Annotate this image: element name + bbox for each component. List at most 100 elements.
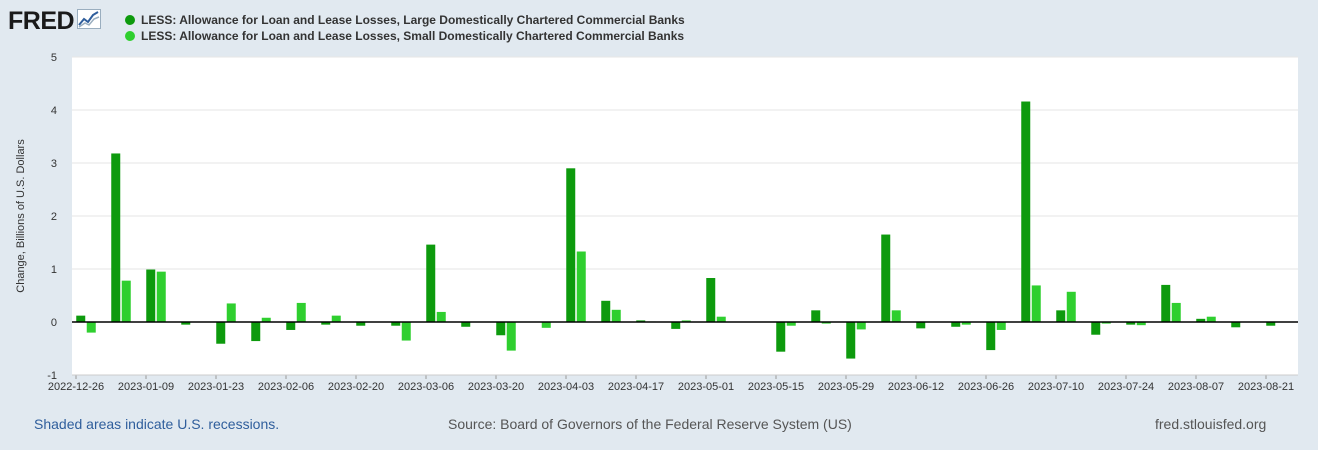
bar-series-1 bbox=[111, 153, 121, 322]
y-tick-label: 1 bbox=[51, 264, 57, 276]
bar-series-2 bbox=[1031, 285, 1041, 322]
bar-series-1 bbox=[1126, 322, 1136, 325]
bar-series-2 bbox=[121, 280, 131, 322]
chart-header: FRED LESS: Allowance for Loan and Lease … bbox=[0, 0, 1318, 50]
bar-series-2 bbox=[1136, 322, 1146, 326]
x-tick-label: 2022-12-26 bbox=[48, 381, 104, 393]
bar-series-2 bbox=[821, 322, 831, 324]
bar-chart: -1 0 1 2 3 4 5 Change, Billions of U.S. Dollars… bbox=[15, 52, 1298, 393]
x-tick-label: 2023-08-21 bbox=[1238, 381, 1294, 393]
x-tick-label: 2023-03-20 bbox=[468, 381, 524, 393]
bar-series-1 bbox=[496, 322, 506, 336]
bar-series-2 bbox=[506, 322, 516, 351]
x-tick-label: 2023-04-17 bbox=[608, 381, 664, 393]
bar-series-2 bbox=[856, 322, 866, 330]
x-tick-label: 2023-07-10 bbox=[1028, 381, 1084, 393]
legend-label-1: LESS: Allowance for Loan and Lease Losse… bbox=[141, 13, 685, 27]
bar-series-1 bbox=[216, 322, 226, 344]
legend-label-2: LESS: Allowance for Loan and Lease Losse… bbox=[141, 29, 685, 43]
bar-series-2 bbox=[1101, 322, 1111, 324]
bar-series-2 bbox=[541, 322, 551, 328]
bar-series-2 bbox=[226, 303, 236, 322]
legend-swatch-2 bbox=[125, 31, 135, 41]
bar-series-1 bbox=[916, 322, 926, 329]
bar-series-2 bbox=[1066, 291, 1076, 322]
fred-logo[interactable]: FRED bbox=[8, 7, 102, 35]
bar-series-1 bbox=[1231, 322, 1241, 328]
bar-series-1 bbox=[671, 322, 681, 329]
site-link[interactable]: fred.stlouisfed.org bbox=[1155, 416, 1267, 432]
bar-series-1 bbox=[601, 300, 611, 322]
bar-series-2 bbox=[296, 302, 306, 322]
bar-series-1 bbox=[776, 322, 786, 352]
bar-series-2 bbox=[261, 317, 271, 322]
bar-series-1 bbox=[321, 322, 331, 325]
y-tick-label: 5 bbox=[51, 52, 57, 64]
y-tick-label: 0 bbox=[51, 317, 57, 329]
bar-series-2 bbox=[716, 316, 726, 322]
bar-series-1 bbox=[356, 322, 366, 326]
y-axis-label: Change, Billions of U.S. Dollars bbox=[15, 139, 27, 293]
bar-series-1 bbox=[251, 322, 261, 342]
bar-series-1 bbox=[426, 244, 436, 322]
x-tick-label: 2023-08-07 bbox=[1168, 381, 1224, 393]
bar-series-2 bbox=[86, 322, 96, 333]
trend-line-icon bbox=[77, 7, 102, 35]
x-tick-label: 2023-07-24 bbox=[1098, 381, 1154, 393]
y-tick-label: 3 bbox=[51, 158, 57, 170]
y-tick-label: 2 bbox=[51, 211, 57, 223]
bar-series-1 bbox=[706, 278, 716, 322]
bar-series-1 bbox=[811, 310, 821, 322]
bar-series-2 bbox=[1171, 302, 1181, 322]
bar-series-2 bbox=[576, 251, 586, 322]
y-tick-label: 4 bbox=[51, 105, 57, 117]
bar-series-2 bbox=[996, 322, 1006, 330]
chart-area: -1 0 1 2 3 4 5 Change, Billions of U.S. Dollars… bbox=[0, 50, 1318, 405]
legend-item-2[interactable]: LESS: Allowance for Loan and Lease Losse… bbox=[125, 28, 685, 44]
bar-series-1 bbox=[1196, 318, 1206, 322]
source-note: Source: Board of Governors of the Federa… bbox=[448, 416, 852, 432]
bar-series-1 bbox=[76, 315, 86, 322]
bar-series-2 bbox=[436, 311, 446, 322]
bar-series-1 bbox=[1266, 322, 1276, 326]
chart-footer: Shaded areas indicate U.S. recessions. S… bbox=[0, 412, 1318, 436]
bar-series-1 bbox=[1056, 310, 1066, 322]
bar-series-1 bbox=[1161, 284, 1171, 322]
bar-series-2 bbox=[156, 271, 166, 322]
x-tick-label: 2023-03-06 bbox=[398, 381, 454, 393]
bar-series-1 bbox=[566, 168, 576, 322]
bar-series-1 bbox=[1091, 322, 1101, 335]
bar-series-2 bbox=[331, 315, 341, 322]
bar-series-2 bbox=[961, 322, 971, 325]
bar-series-2 bbox=[681, 320, 691, 322]
bar-series-2 bbox=[786, 322, 796, 326]
legend-swatch-1 bbox=[125, 15, 135, 25]
bar-series-1 bbox=[951, 322, 961, 327]
x-tick-label: 2023-05-01 bbox=[678, 381, 734, 393]
recession-note: Shaded areas indicate U.S. recessions. bbox=[34, 416, 280, 432]
bar-series-1 bbox=[986, 322, 996, 351]
bar-series-1 bbox=[391, 322, 401, 326]
y-tick-label: -1 bbox=[47, 370, 57, 382]
bar-series-1 bbox=[461, 322, 471, 327]
x-tick-label: 2023-04-03 bbox=[538, 381, 594, 393]
bar-series-2 bbox=[611, 309, 621, 322]
x-tick-label: 2023-02-06 bbox=[258, 381, 314, 393]
bar-series-2 bbox=[891, 310, 901, 322]
bar-series-1 bbox=[181, 322, 191, 325]
x-tick-label: 2023-06-12 bbox=[888, 381, 944, 393]
legend-item-1[interactable]: LESS: Allowance for Loan and Lease Losse… bbox=[125, 12, 685, 28]
bar-series-1 bbox=[1021, 101, 1031, 322]
x-tick-label: 2023-06-26 bbox=[958, 381, 1014, 393]
x-tick-label: 2023-01-23 bbox=[188, 381, 244, 393]
bar-series-1 bbox=[146, 269, 156, 322]
x-tick-label: 2023-01-09 bbox=[118, 381, 174, 393]
x-tick-label: 2023-05-29 bbox=[818, 381, 874, 393]
x-tick-label: 2023-02-20 bbox=[328, 381, 384, 393]
bar-series-1 bbox=[881, 234, 891, 322]
bar-series-1 bbox=[286, 322, 296, 330]
bar-series-2 bbox=[401, 322, 411, 341]
fred-logo-text: FRED bbox=[8, 7, 75, 35]
x-tick-label: 2023-05-15 bbox=[748, 381, 804, 393]
chart-legend: LESS: Allowance for Loan and Lease Losse… bbox=[125, 12, 685, 44]
